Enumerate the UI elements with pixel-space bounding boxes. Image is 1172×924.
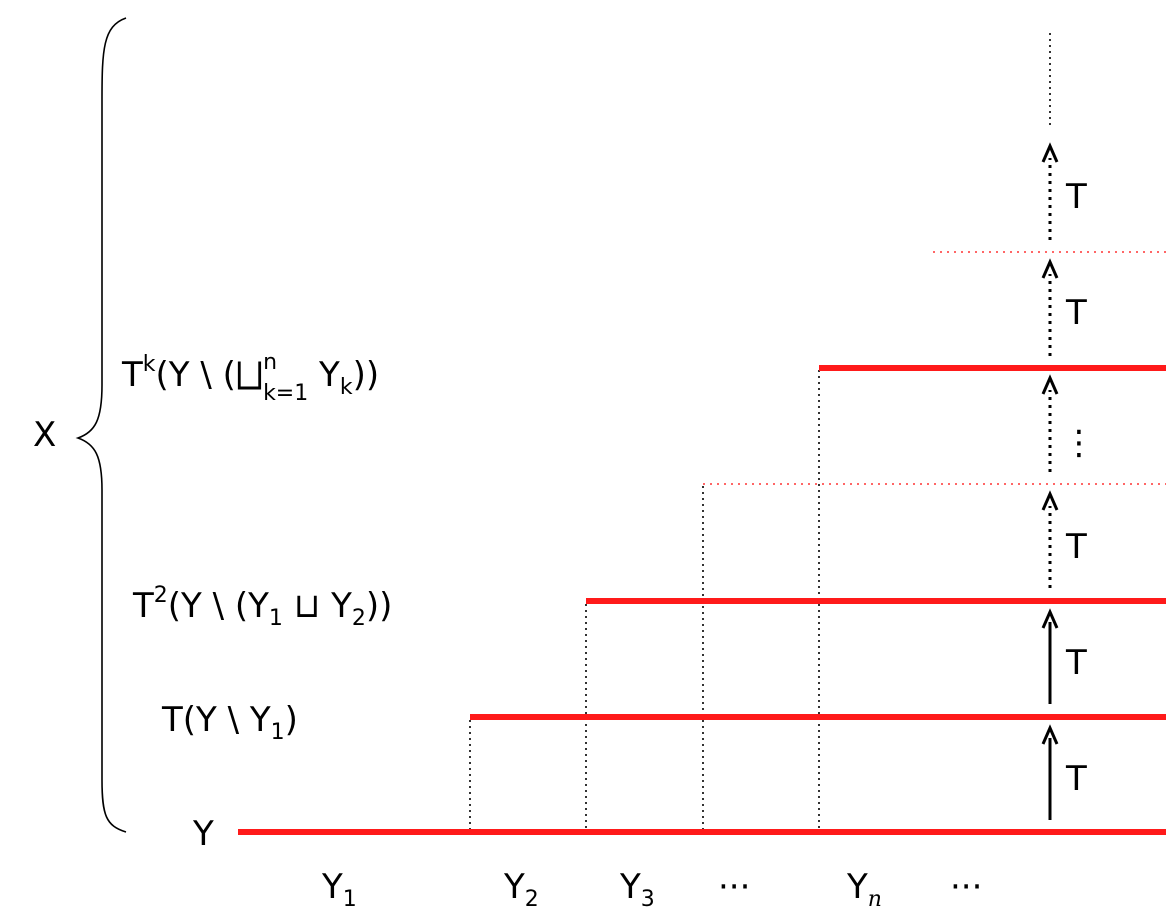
- level-2-label: T2(Y \ (Y1 ⊔ Y2)): [132, 583, 392, 631]
- arrow-1-head: [1041, 724, 1059, 745]
- level-k-sup: k: [143, 352, 156, 377]
- level-2-main: (Y \ (Y: [168, 586, 269, 626]
- transform-label-1: T: [1065, 759, 1087, 799]
- level-1-label: T(Y \ Y1): [161, 700, 298, 745]
- level-2-close: )): [366, 586, 393, 626]
- y3-sub: 3: [641, 887, 655, 912]
- level-k-main: (Y \ (: [156, 355, 236, 395]
- y3-base: Y: [619, 867, 641, 907]
- level-2-mid: ⊔ Y: [283, 586, 352, 626]
- level-1-sub: 1: [271, 720, 285, 745]
- y1-base: Y: [321, 867, 343, 907]
- level-1-close: ): [285, 700, 298, 740]
- x-label: X: [33, 415, 56, 455]
- arrow-2-head: [1041, 608, 1059, 629]
- yn-base: Y: [846, 867, 868, 907]
- y2-base: Y: [503, 867, 525, 907]
- y2-sub: 2: [525, 887, 539, 912]
- transform-label-5: T: [1065, 293, 1087, 333]
- y-label: Y: [192, 814, 214, 854]
- arrow-3-head: [1041, 490, 1059, 511]
- curly-brace: [75, 17, 127, 833]
- level-k-close: )): [353, 355, 380, 395]
- arrow-4-head: [1041, 374, 1059, 395]
- transform-label-2: T: [1065, 643, 1087, 683]
- bottom-label-y1: Y1: [321, 867, 357, 912]
- level-k-t: T: [121, 355, 143, 395]
- level-2-sup: 2: [154, 583, 168, 608]
- vdots-label: ⋮: [1062, 423, 1096, 463]
- arrow-6-head: [1041, 142, 1059, 163]
- level-k-bigcup: ⨆: [236, 355, 263, 395]
- yn-sub: n: [868, 887, 882, 912]
- level-k-subyk: k: [340, 375, 353, 400]
- bottom-dots-2: ···: [950, 867, 982, 907]
- arrow-5-head: [1041, 258, 1059, 279]
- level-1-main: T(Y \ Y: [161, 700, 271, 740]
- level-2-t: T: [132, 586, 154, 626]
- transform-label-6: T: [1065, 177, 1087, 217]
- level-k-supn: n: [263, 350, 277, 375]
- level-2-sub2: 2: [352, 606, 366, 631]
- bottom-dots-1: ···: [718, 867, 750, 907]
- transform-label-3: T: [1065, 527, 1087, 567]
- level-2-sub1: 1: [269, 606, 283, 631]
- level-k-subk: k=1: [263, 381, 308, 406]
- bottom-label-y2: Y2: [503, 867, 539, 912]
- level-k-label: Tk(Y \ (⨆n k=1 Yk)): [121, 350, 379, 406]
- bottom-label-yn: Yn: [846, 867, 882, 912]
- y1-sub: 1: [343, 887, 357, 912]
- bottom-label-y3: Y3: [619, 867, 655, 912]
- level-k-y: Y: [308, 355, 340, 395]
